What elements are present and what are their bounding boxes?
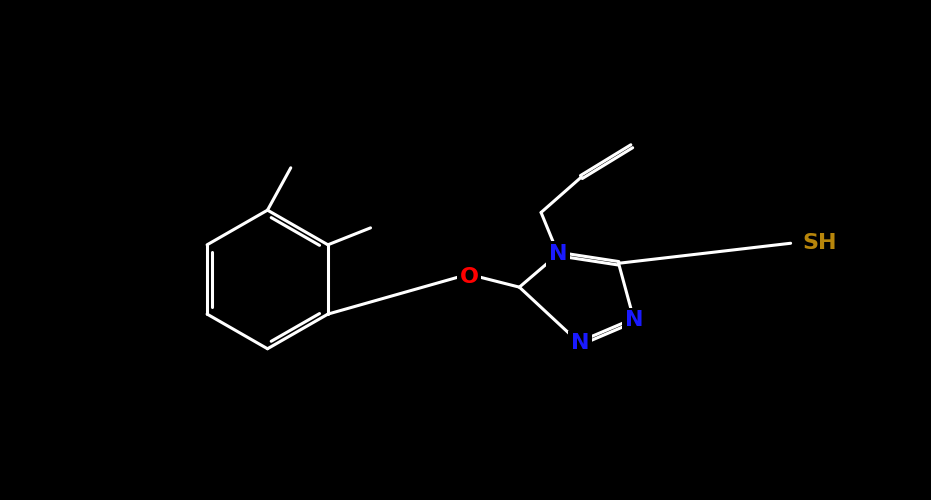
Text: N: N bbox=[625, 310, 643, 330]
Text: SH: SH bbox=[803, 234, 837, 254]
Text: N: N bbox=[549, 244, 567, 264]
Text: O: O bbox=[460, 267, 479, 287]
Text: N: N bbox=[571, 334, 589, 353]
